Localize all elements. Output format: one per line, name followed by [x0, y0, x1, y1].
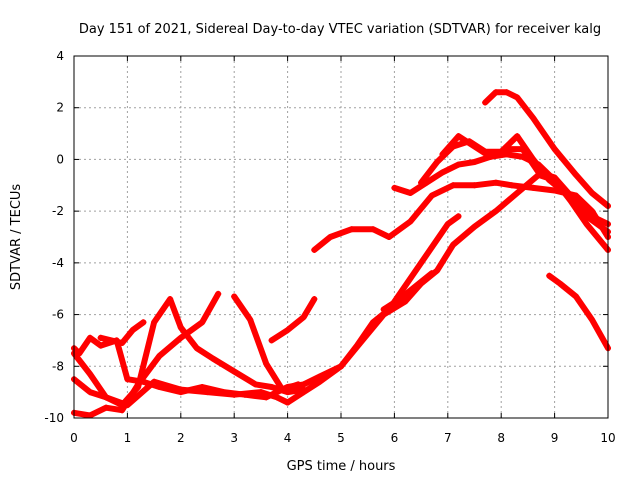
y-tick-label: -6	[52, 308, 64, 322]
x-tick-label: 2	[177, 431, 185, 445]
y-tick-label: 4	[56, 49, 64, 63]
satellite-arc-5	[71, 376, 291, 409]
satellite-arc-15	[546, 272, 611, 352]
y-tick-label: -10	[44, 411, 64, 425]
x-tick-label: 7	[444, 431, 452, 445]
x-tick-label: 5	[337, 431, 345, 445]
y-tick-label: 2	[56, 101, 64, 115]
series-trace	[284, 213, 462, 406]
plus-markers	[380, 270, 435, 313]
satellite-arc-13	[439, 133, 611, 228]
satellite-arc-7	[268, 296, 318, 344]
x-tick-label: 1	[124, 431, 132, 445]
y-tick-label: -2	[52, 204, 64, 218]
x-tick-label: 6	[391, 431, 399, 445]
y-tick-label: -8	[52, 359, 64, 373]
x-tick-label: 3	[230, 431, 238, 445]
series-trace	[268, 296, 318, 344]
y-axis-title: SDTVAR / TECUs	[9, 184, 24, 291]
y-tick-label: -4	[52, 256, 64, 270]
x-tick-label: 0	[70, 431, 78, 445]
x-tick-label: 8	[497, 431, 505, 445]
data-series	[71, 89, 611, 419]
series-trace	[97, 319, 147, 346]
satellite-arc-9	[380, 270, 435, 313]
x-tick-label: 9	[551, 431, 559, 445]
y-tick-label: 0	[56, 152, 64, 166]
satellite-arc-6	[231, 293, 302, 393]
grid	[74, 56, 608, 418]
series-trace	[546, 272, 611, 352]
x-axis-title: GPS time / hours	[287, 459, 396, 474]
plus-markers	[439, 133, 611, 228]
satellite-arc-3	[97, 319, 147, 347]
plus-markers	[268, 296, 318, 344]
plus-markers	[97, 319, 147, 347]
x-tick-label: 4	[284, 431, 292, 445]
chart-title: Day 151 of 2021, Sidereal Day-to-day VTE…	[79, 22, 601, 37]
axis-ticks: 0 1 2 3 4 5 6 7 8 9 10 -10 -8 -6 -4 -2 0 2 4	[44, 49, 615, 445]
x-tick-label: 10	[600, 431, 615, 445]
plus-markers	[231, 293, 302, 393]
plus-markers	[311, 179, 611, 253]
series-trace	[380, 270, 435, 313]
